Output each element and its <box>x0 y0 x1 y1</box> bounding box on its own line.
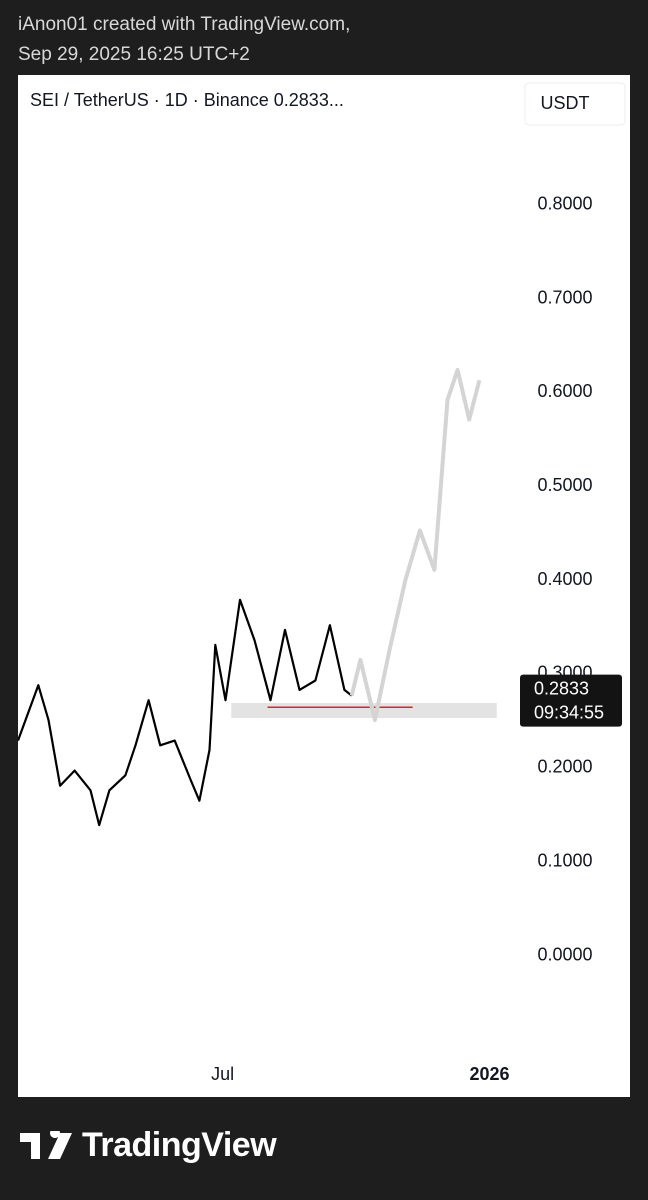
x-tick-label: Jul <box>211 1064 234 1084</box>
timestamp: Sep 29, 2025 16:25 UTC+2 <box>18 44 250 65</box>
support-zone <box>231 703 497 719</box>
price-tag-countdown: 09:34:55 <box>534 702 604 722</box>
y-tick-label: 0.2000 <box>537 757 592 777</box>
y-tick-label: 0.7000 <box>537 287 592 307</box>
price-tag <box>520 674 622 727</box>
chart-background <box>18 75 630 1097</box>
y-tick-label: 0.8000 <box>537 193 592 213</box>
brand-name: TradingView <box>82 1126 277 1164</box>
x-tick-label: 2026 <box>470 1064 510 1084</box>
y-tick-label: 0.5000 <box>537 475 592 495</box>
chart-title: SEI / TetherUS · 1D · Binance 0.2833... <box>30 90 344 110</box>
brand-logo <box>20 1130 72 1159</box>
y-tick-label: 0.0000 <box>537 944 592 964</box>
chart: SEI / TetherUS · 1D · Binance 0.2833... … <box>18 75 630 1097</box>
y-tick-label: 0.4000 <box>537 569 592 589</box>
price-tag-value: 0.2833 <box>534 678 589 698</box>
y-tick-label: 0.1000 <box>537 850 592 870</box>
brand: TradingView <box>20 1126 277 1165</box>
credit: iAnon01 created with TradingView.com, <box>18 14 351 35</box>
price-line <box>18 598 353 827</box>
price-line <box>349 367 482 722</box>
currency-button[interactable] <box>524 82 626 126</box>
y-tick-label: 0.6000 <box>537 381 592 401</box>
currency-label: USDT <box>541 93 590 113</box>
